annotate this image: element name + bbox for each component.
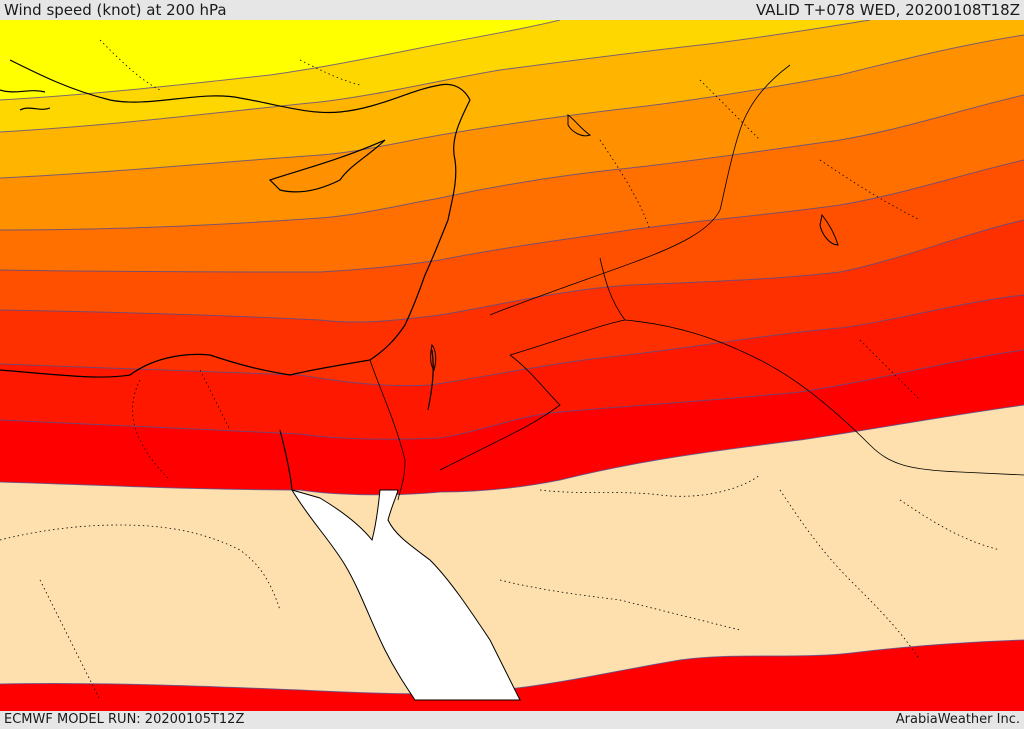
- lakes: [430, 114, 839, 372]
- cyprus: [268, 139, 386, 193]
- red-sea: [290, 489, 521, 701]
- wind-contours: [0, 20, 1024, 695]
- lake-van: [567, 114, 592, 137]
- footer-bar: ECMWF MODEL RUN: 20200105T12Z ArabiaWeat…: [0, 711, 1024, 729]
- credit: ArabiaWeather Inc.: [895, 712, 1020, 727]
- borders: [369, 64, 1024, 501]
- coastlines: [0, 59, 471, 491]
- band-south: [0, 640, 1024, 711]
- map-title: Wind speed (knot) at 200 hPa: [4, 1, 227, 19]
- band-1: [0, 20, 560, 100]
- province-boundaries: [0, 39, 1001, 701]
- header-bar: Wind speed (knot) at 200 hPa VALID T+078…: [0, 0, 1024, 20]
- wind-speed-map: [0, 20, 1024, 711]
- map-area: [0, 20, 1024, 711]
- dead-sea: [430, 343, 437, 372]
- valid-time: VALID T+078 WED, 20200108T18Z: [755, 1, 1020, 19]
- model-run: ECMWF MODEL RUN: 20200105T12Z: [4, 712, 245, 727]
- lake-urmia: [819, 213, 839, 246]
